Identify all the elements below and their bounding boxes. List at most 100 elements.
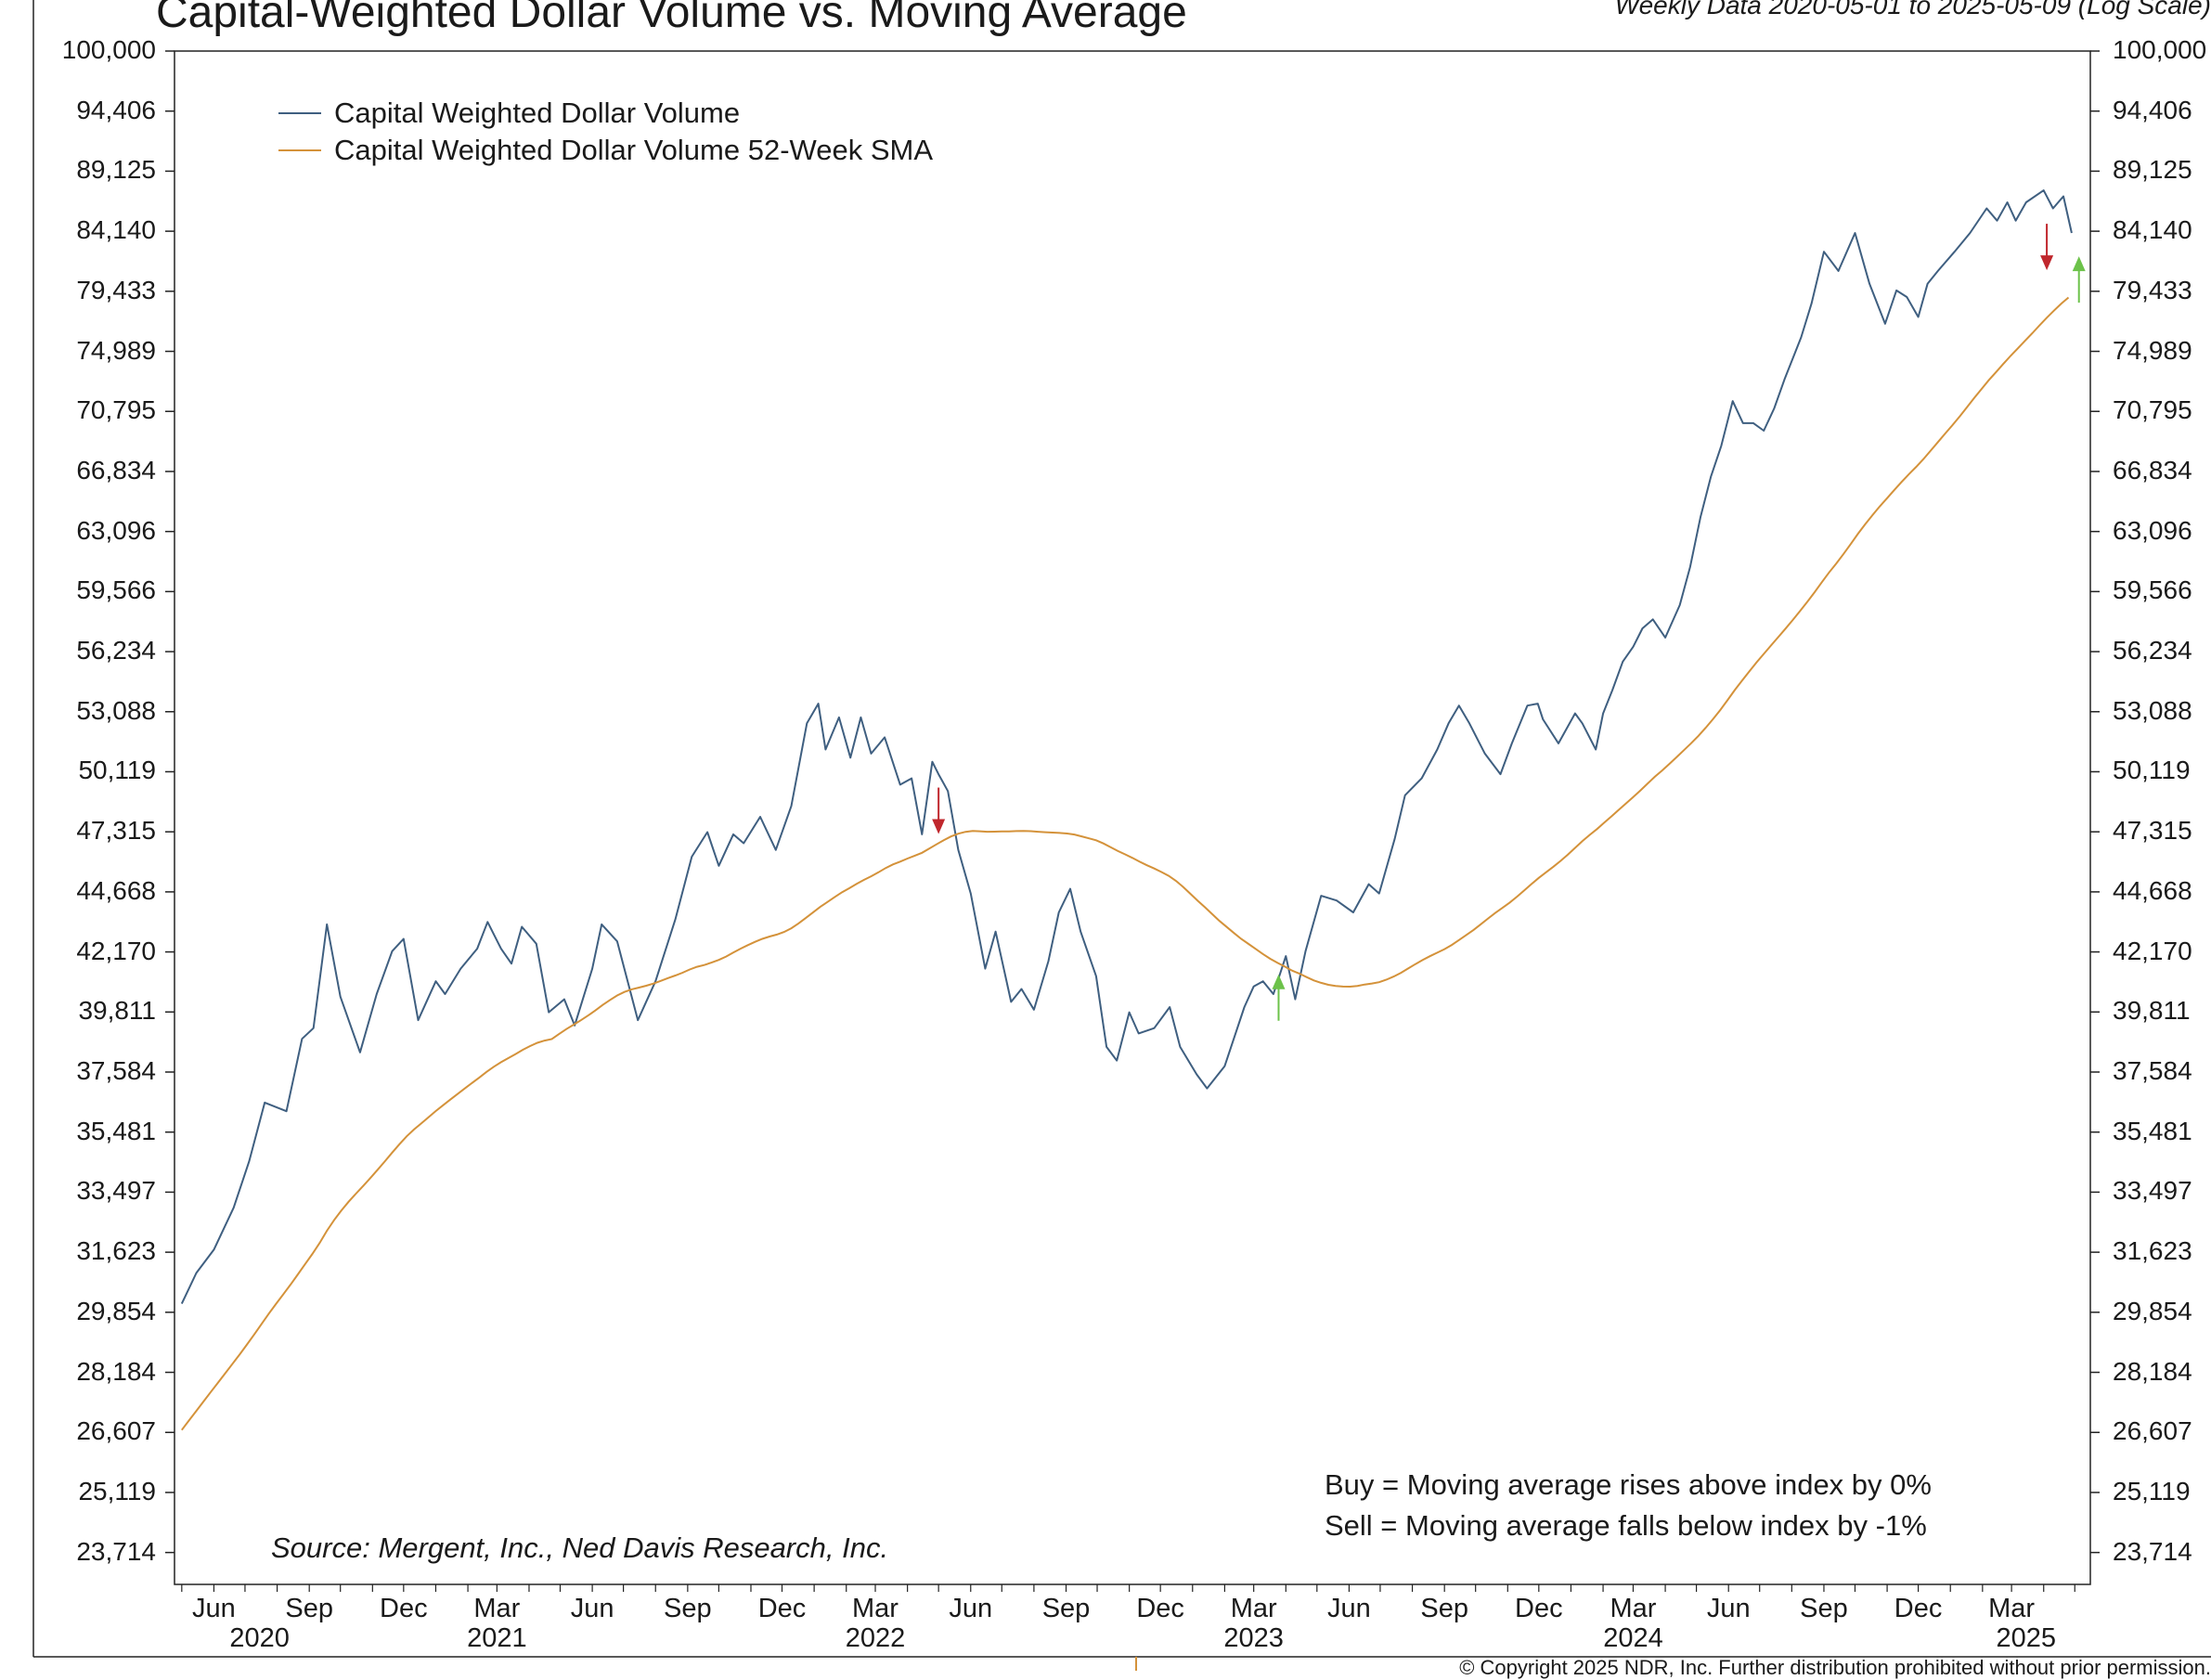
y-tick-label-left: 84,140 (76, 215, 156, 245)
y-tick-label-right: 70,795 (2113, 395, 2192, 425)
y-tick-label-right: 25,119 (2113, 1476, 2191, 1506)
y-tick-label-right: 28,184 (2113, 1356, 2192, 1386)
y-tick-label-left: 70,795 (76, 395, 156, 425)
y-tick-label-right: 44,668 (2113, 875, 2192, 905)
y-tick-label-right: 53,088 (2113, 695, 2192, 725)
chart-title: Capital-Weighted Dollar Volume vs. Movin… (156, 0, 1187, 37)
y-tick-label-left: 50,119 (78, 756, 156, 785)
y-tick-label-left: 44,668 (76, 875, 156, 905)
y-tick-label-left: 47,315 (76, 816, 156, 846)
y-tick-label-left: 23,714 (76, 1536, 156, 1566)
y-tick-label-right: 89,125 (2113, 155, 2192, 185)
y-tick-label-right: 66,834 (2113, 455, 2192, 485)
x-tick-label-month: Dec (1136, 1594, 1184, 1623)
y-tick-label-right: 56,234 (2113, 636, 2192, 666)
x-tick-label-month: Mar (1230, 1594, 1277, 1623)
x-tick-label-month: Dec (380, 1594, 428, 1623)
x-tick-label-month: Jun (570, 1594, 614, 1623)
y-tick-label-left: 100,000 (61, 35, 156, 64)
plot-frame (174, 50, 2091, 1585)
buy-rule: Buy = Moving average rises above index b… (1325, 1468, 1932, 1501)
x-tick-label-year: 2023 (1223, 1623, 1284, 1653)
y-tick-label-right: 31,623 (2113, 1236, 2192, 1266)
y-tick-label-right: 35,481 (2113, 1116, 2192, 1145)
y-tick-label-left: 39,811 (78, 996, 156, 1026)
y-tick-label-right: 29,854 (2113, 1296, 2192, 1325)
y-tick-label-left: 28,184 (76, 1356, 156, 1386)
y-tick-label-right: 26,607 (2113, 1416, 2192, 1446)
y-tick-label-left: 31,623 (76, 1236, 156, 1266)
y-tick-label-right: 39,811 (2113, 996, 2191, 1026)
x-tick-label-month: Sep (664, 1594, 712, 1623)
y-tick-label-left: 59,566 (76, 575, 156, 605)
y-tick-label-left: 89,125 (76, 155, 156, 185)
legend-swatch-sma (278, 149, 321, 151)
x-tick-label-month: Jun (1706, 1594, 1751, 1623)
legend-label-cwdv: Capital Weighted Dollar Volume (334, 97, 741, 129)
y-tick-label-left: 29,854 (76, 1296, 156, 1325)
legend: Capital Weighted Dollar Volume Capital W… (278, 95, 933, 169)
buy-signal-arrow-icon (1272, 974, 1286, 1021)
sell-rule: Sell = Moving average falls below index … (1325, 1509, 1927, 1542)
y-tick-label-right: 84,140 (2113, 215, 2192, 245)
y-tick-label-right: 50,119 (2113, 756, 2191, 785)
x-tick-label-year: 2021 (467, 1623, 527, 1653)
y-tick-label-right: 42,170 (2113, 936, 2192, 965)
legend-swatch-cwdv (278, 112, 321, 114)
y-tick-label-left: 33,497 (76, 1176, 156, 1206)
y-tick-label-right: 100,000 (2113, 35, 2207, 64)
x-tick-label-month: Sep (1420, 1594, 1468, 1623)
y-tick-label-right: 74,989 (2113, 335, 2192, 365)
x-tick-label-month: Jun (1327, 1594, 1371, 1623)
x-tick-label-month: Sep (1041, 1594, 1091, 1623)
y-tick-label-right: 94,406 (2113, 95, 2192, 124)
y-tick-label-left: 53,088 (76, 695, 156, 725)
y-tick-label-right: 37,584 (2113, 1055, 2192, 1085)
x-tick-label-month: Dec (1894, 1594, 1943, 1623)
y-tick-label-left: 56,234 (76, 636, 156, 666)
y-tick-label-left: 74,989 (76, 335, 156, 365)
x-tick-label-year: 2020 (229, 1623, 290, 1653)
y-tick-label-left: 35,481 (76, 1116, 156, 1145)
y-tick-label-right: 79,433 (2113, 275, 2192, 304)
y-tick-label-right: 47,315 (2113, 816, 2192, 846)
x-tick-label-month: Dec (757, 1594, 807, 1623)
chart-subtitle: Weekly Data 2020-05-01 to 2025-05-09 (Lo… (1614, 0, 2211, 19)
sell-signal-arrow-icon (932, 787, 946, 834)
y-tick-label-left: 63,096 (76, 515, 156, 545)
x-tick-label-year: 2025 (1996, 1623, 2057, 1653)
y-tick-label-right: 63,096 (2113, 515, 2192, 545)
x-tick-label-month: Jun (192, 1594, 236, 1623)
series-line-sma (181, 296, 2070, 1431)
y-tick-label-left: 94,406 (76, 95, 156, 124)
legend-item-cwdv: Capital Weighted Dollar Volume (278, 95, 933, 132)
y-tick-label-left: 66,834 (76, 455, 156, 485)
y-tick-label-right: 33,497 (2113, 1176, 2192, 1206)
y-tick-label-left: 25,119 (78, 1476, 156, 1506)
source-note: Source: Mergent, Inc., Ned Davis Researc… (271, 1531, 889, 1564)
buy-signal-arrow-icon (2072, 256, 2086, 304)
x-tick-label-month: Mar (852, 1594, 899, 1623)
y-tick-label-left: 26,607 (76, 1416, 156, 1446)
y-tick-label-left: 42,170 (76, 936, 156, 965)
series-line-cwdv (180, 189, 2073, 1305)
x-tick-label-year: 2024 (1603, 1623, 1663, 1653)
x-tick-label-month: Sep (1800, 1594, 1848, 1623)
x-tick-label-year: 2022 (845, 1623, 906, 1653)
copyright-note: © Copyright 2025 NDR, Inc. Further distr… (1459, 1656, 2211, 1679)
sell-signal-arrow-icon (2040, 224, 2054, 271)
legend-label-sma: Capital Weighted Dollar Volume 52-Week S… (334, 134, 933, 166)
y-tick-label-right: 59,566 (2113, 575, 2192, 605)
y-tick-label-left: 79,433 (76, 275, 156, 304)
x-tick-label-month: Dec (1515, 1594, 1563, 1623)
signal-rules: Buy = Moving average rises above index b… (1325, 1465, 1932, 1546)
y-tick-label-right: 23,714 (2113, 1536, 2192, 1566)
x-tick-label-month: Mar (1988, 1594, 2036, 1623)
y-tick-label-left: 37,584 (76, 1055, 156, 1085)
x-tick-label-month: Mar (473, 1594, 521, 1623)
legend-item-sma: Capital Weighted Dollar Volume 52-Week S… (278, 132, 933, 169)
x-tick-label-month: Mar (1610, 1594, 1657, 1623)
x-tick-label-month: Sep (285, 1594, 333, 1623)
